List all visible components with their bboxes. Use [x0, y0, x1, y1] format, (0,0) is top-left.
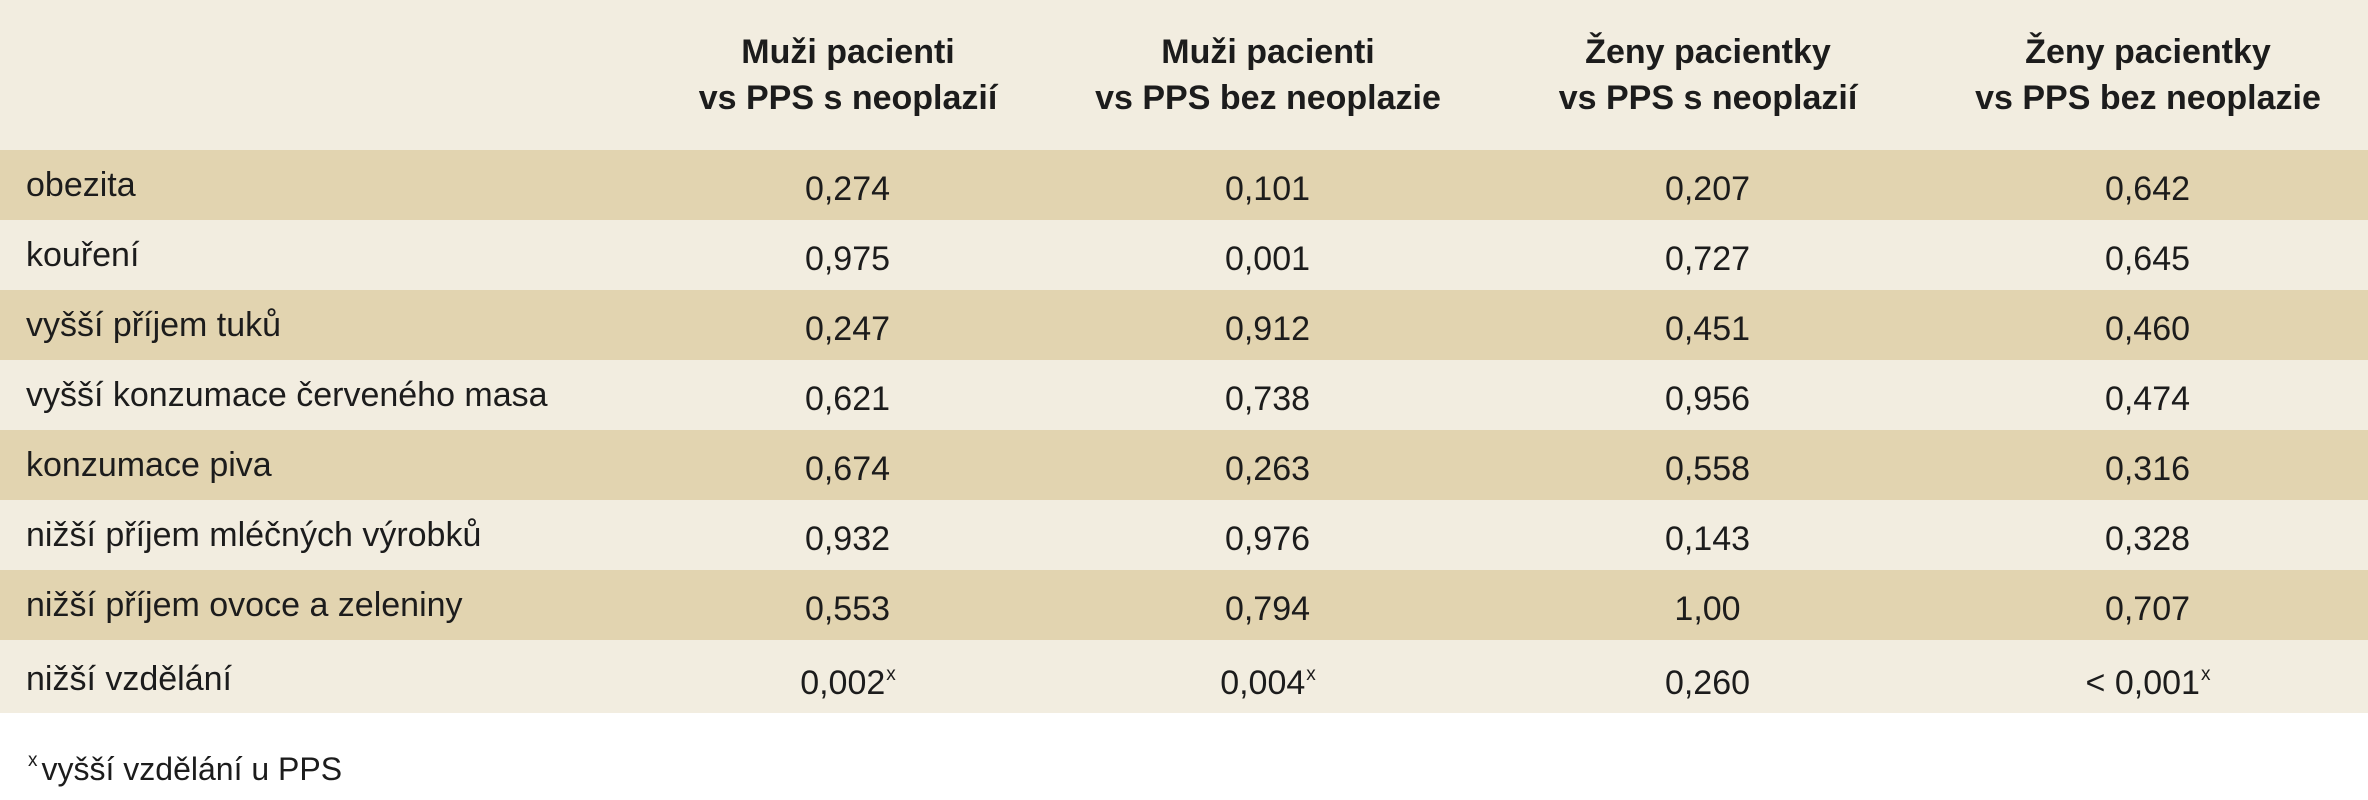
- header-cell-women-vs-pps-neoplasia: Ženy pacientky vs PPS s neoplazií: [1488, 0, 1928, 150]
- table-row-dairy: nižší příjem mléčných výrobků 0,932 0,97…: [0, 500, 2368, 570]
- table-row-smoking: kouření 0,975 0,001 0,727 0,645: [0, 220, 2368, 290]
- header-cell-men-vs-pps-neoplasia: Muži pacienti vs PPS s neoplazií: [648, 0, 1048, 150]
- header-line-1: Ženy pacientky: [2025, 33, 2271, 71]
- value-cell: 0,645: [2104, 240, 2191, 278]
- row-label: vyšší konzumace červeného masa: [26, 376, 548, 414]
- row-label: konzumace piva: [26, 446, 272, 484]
- value-cell: 0,002x: [800, 663, 896, 702]
- value-cell: 0,207: [1664, 170, 1751, 208]
- table-row-red-meat: vyšší konzumace červeného masa 0,621 0,7…: [0, 360, 2368, 430]
- value-cell: 0,738: [1224, 380, 1311, 418]
- value-cell: 0,674: [804, 450, 891, 488]
- value-cell: 0,707: [2104, 590, 2191, 628]
- value-cell: 0,976: [1224, 520, 1311, 558]
- value-cell: 0,460: [2104, 310, 2191, 348]
- value-cell: 0,621: [804, 380, 891, 418]
- row-label: kouření: [26, 236, 140, 274]
- footnote-mark: x: [28, 750, 38, 771]
- value-cell: 0,451: [1664, 310, 1751, 348]
- value-cell: < 0,001x: [2085, 663, 2211, 702]
- table-header-row: Muži pacienti vs PPS s neoplazií Muži pa…: [0, 0, 2368, 150]
- row-label: nižší vzdělání: [26, 659, 232, 698]
- table-row-obesity: obezita 0,274 0,101 0,207 0,642: [0, 150, 2368, 220]
- table-row-fruit-vegetables: nižší příjem ovoce a zeleniny 0,553 0,79…: [0, 570, 2368, 640]
- header-line-1: Muži pacienti: [741, 33, 955, 71]
- header-cell-men-vs-pps-no-neoplasia: Muži pacienti vs PPS bez neoplazie: [1048, 0, 1488, 150]
- row-label: obezita: [26, 166, 136, 204]
- header-line-2: vs PPS bez neoplazie: [1095, 79, 1441, 117]
- row-label: nižší příjem mléčných výrobků: [26, 516, 482, 554]
- header-cell-empty: [0, 0, 648, 150]
- value-cell: 1,00: [1674, 590, 1741, 628]
- value-cell: 0,558: [1664, 450, 1751, 488]
- footnote-text: vyšší vzdělání u PPS: [41, 751, 343, 787]
- value-cell: 0,260: [1664, 663, 1751, 702]
- value-cell: 0,956: [1664, 380, 1751, 418]
- value-cell: 0,975: [804, 240, 891, 278]
- value-cell: 0,316: [2104, 450, 2191, 488]
- header-line-1: Muži pacienti: [1161, 33, 1375, 71]
- results-table: Muži pacienti vs PPS s neoplazií Muži pa…: [0, 0, 2368, 717]
- table-footnote: x vyšší vzdělání u PPS: [28, 741, 342, 789]
- footnote-mark: x: [886, 663, 896, 685]
- table-row-beer: konzumace piva 0,674 0,263 0,558 0,316: [0, 430, 2368, 500]
- row-label: vyšší příjem tuků: [26, 306, 282, 344]
- value-cell: 0,727: [1664, 240, 1751, 278]
- header-line-2: vs PPS bez neoplazie: [1975, 79, 2321, 117]
- value-cell: 0,642: [2104, 170, 2191, 208]
- value-cell: 0,143: [1664, 520, 1751, 558]
- value-cell: 0,932: [804, 520, 891, 558]
- table-row-education: nižší vzdělání 0,002x 0,004x 0,260 < 0,0…: [0, 640, 2368, 717]
- value-cell: 0,247: [804, 310, 891, 348]
- value-cell: 0,912: [1224, 310, 1311, 348]
- table-row-fat-intake: vyšší příjem tuků 0,247 0,912 0,451 0,46…: [0, 290, 2368, 360]
- value-cell: 0,274: [804, 170, 891, 208]
- value-cell: 0,004x: [1220, 663, 1316, 702]
- value-cell: 0,101: [1224, 170, 1311, 208]
- row-label: nižší příjem ovoce a zeleniny: [26, 586, 463, 624]
- header-line-2: vs PPS s neoplazií: [698, 79, 998, 117]
- value-cell: 0,474: [2104, 380, 2191, 418]
- header-line-1: Ženy pacientky: [1585, 33, 1831, 71]
- value-cell: 0,553: [804, 590, 891, 628]
- footnote-mark: x: [2200, 663, 2211, 685]
- results-table-container: Muži pacienti vs PPS s neoplazií Muži pa…: [0, 0, 2368, 713]
- header-line-2: vs PPS s neoplazií: [1558, 79, 1858, 117]
- value-cell: 0,328: [2104, 520, 2191, 558]
- header-cell-women-vs-pps-no-neoplasia: Ženy pacientky vs PPS bez neoplazie: [1928, 0, 2368, 150]
- footnote-mark: x: [1306, 663, 1316, 685]
- value-cell: 0,263: [1224, 450, 1311, 488]
- value-cell: 0,794: [1224, 590, 1311, 628]
- value-cell: 0,001: [1224, 240, 1311, 278]
